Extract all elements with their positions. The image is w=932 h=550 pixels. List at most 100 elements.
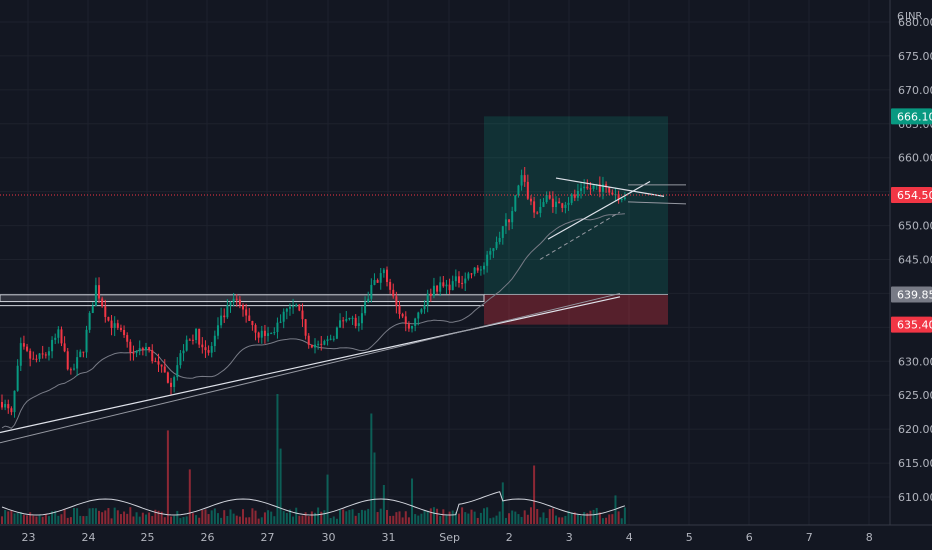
volume-bar xyxy=(19,512,22,524)
volume-bar xyxy=(104,510,107,524)
volume-bar xyxy=(526,514,529,524)
volume-bar xyxy=(113,507,116,524)
candle-body xyxy=(345,319,348,321)
volume-bar xyxy=(254,510,257,524)
volume-bar xyxy=(364,510,367,524)
volume-bar xyxy=(533,465,536,524)
candle-body xyxy=(263,330,266,336)
volume-bar xyxy=(342,509,345,524)
volume-bar xyxy=(285,512,288,524)
candle-body xyxy=(129,341,132,353)
candle-body xyxy=(332,338,335,340)
time-axis[interactable]: 23 24 25 26 27 30 31 Sep 2 3 4 5 6 7 8 xyxy=(22,531,873,544)
candle-body xyxy=(555,201,558,208)
volume-bar xyxy=(357,512,360,524)
x-tick-label: 31 xyxy=(382,531,396,544)
candle-body xyxy=(583,186,586,189)
volume-bar xyxy=(448,511,451,524)
candle-body xyxy=(608,187,611,193)
y-tick-label: 620.00 xyxy=(898,423,932,436)
volume-bar xyxy=(517,514,520,524)
candle-body xyxy=(545,194,548,203)
candle-body xyxy=(526,181,529,199)
volume-bar xyxy=(470,509,473,524)
volume-bar xyxy=(304,512,307,524)
x-tick-label: 2 xyxy=(506,531,513,544)
volume-bar xyxy=(467,513,470,524)
candle-body xyxy=(382,269,385,274)
volume-bar xyxy=(576,514,579,524)
candle-body xyxy=(483,265,486,270)
y-tick-label: 680.00 xyxy=(898,16,932,29)
candle-body xyxy=(598,184,601,192)
volume-bar xyxy=(210,510,213,524)
candle-body xyxy=(232,298,235,303)
volume-bar xyxy=(464,512,467,524)
volume-bar xyxy=(82,516,85,524)
currency-label: INR xyxy=(905,11,922,22)
volume-bar xyxy=(166,430,169,524)
volume-bar xyxy=(69,517,72,524)
volume-bar xyxy=(60,514,63,524)
volume-bar xyxy=(439,516,442,524)
volume-bar xyxy=(623,507,626,524)
volume-bar xyxy=(98,510,101,524)
candle-body xyxy=(498,237,501,242)
volume-bar xyxy=(483,508,486,524)
candle-body xyxy=(567,202,570,205)
price-tag-label: 639.85 xyxy=(897,288,932,301)
candle-body xyxy=(301,310,304,320)
volume-bar xyxy=(279,448,282,524)
volume-bar xyxy=(301,515,304,524)
candle-body xyxy=(514,195,517,212)
candle-body xyxy=(201,344,204,348)
candle-body xyxy=(542,202,545,207)
candle-body xyxy=(426,293,429,306)
volume-bar xyxy=(326,474,329,524)
volume-bar xyxy=(41,516,44,524)
volume-bar xyxy=(417,515,420,524)
candle-body xyxy=(476,267,479,271)
volume-bar xyxy=(85,516,88,524)
volume-bar xyxy=(282,511,285,524)
volume-bar xyxy=(454,512,457,524)
candle-body xyxy=(242,304,245,310)
volume-bar xyxy=(401,517,404,524)
volume-bar xyxy=(116,510,119,524)
volume-bar xyxy=(63,509,66,524)
y-tick-label: 615.00 xyxy=(898,457,932,470)
candle-body xyxy=(76,357,79,369)
candle-body xyxy=(35,358,38,360)
candle-body xyxy=(523,175,526,182)
candle-body xyxy=(57,329,60,338)
price-tag-box xyxy=(891,108,932,125)
candle-body xyxy=(551,198,554,208)
candle-body xyxy=(179,353,182,366)
candle-body xyxy=(88,313,91,330)
volume-bar xyxy=(498,511,501,524)
volume-bar xyxy=(238,516,241,524)
volume-bar xyxy=(486,507,489,524)
candle-body xyxy=(235,298,238,300)
candle-body xyxy=(148,347,151,351)
price-axis[interactable]: 610.00615.00620.00625.00630.00635.00640.… xyxy=(897,10,932,504)
volume-bar xyxy=(288,509,291,524)
volume-bar xyxy=(148,512,151,524)
candle-body xyxy=(226,305,229,318)
x-tick-label: 8 xyxy=(866,531,873,544)
x-tick-label: 24 xyxy=(82,531,96,544)
x-tick-label: Sep xyxy=(439,531,460,544)
volume-bar xyxy=(204,509,207,524)
candle-body xyxy=(461,282,464,284)
x-tick-label: 7 xyxy=(806,531,813,544)
candle-body xyxy=(126,335,129,342)
volume-bar xyxy=(605,517,608,524)
candle-body xyxy=(439,282,442,292)
candle-body xyxy=(16,365,19,391)
candle-body xyxy=(229,302,232,306)
volume-bar xyxy=(551,508,554,524)
y-tick-label: 645.00 xyxy=(898,254,932,267)
y-tick-label: 675.00 xyxy=(898,50,932,63)
volume-bar xyxy=(376,512,379,524)
